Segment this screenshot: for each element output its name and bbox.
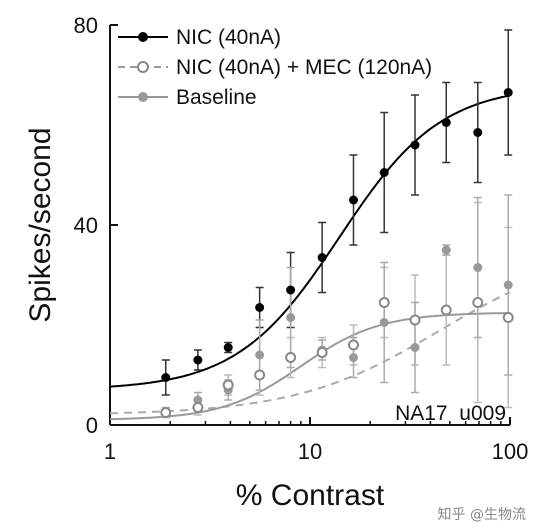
- data-point-series-2: [255, 350, 265, 360]
- data-point-series-1: [222, 379, 234, 391]
- fit-curves: [109, 94, 511, 421]
- data-point-series-0: [473, 128, 483, 137]
- legend-label-nic-mec: NIC (40nA) + MEC (120nA): [176, 56, 432, 79]
- data-point-series-0: [161, 373, 171, 382]
- data-point-series-1: [316, 347, 328, 358]
- legend-marker-nic: [138, 32, 148, 42]
- legend-label-baseline: Baseline: [176, 86, 257, 109]
- x-tick-label: 100: [492, 439, 529, 464]
- data-point-series-0: [348, 195, 358, 205]
- tick-marks: 0 40 80 1 10 100: [74, 13, 529, 464]
- legend-marker-nic-mec: [137, 61, 149, 73]
- x-tick-label: 10: [298, 439, 322, 464]
- y-axis-title: Spikes/second: [24, 127, 57, 322]
- fit-curve-0: [109, 94, 511, 388]
- data-point-series-2: [379, 318, 389, 327]
- legend: NIC (40nA) NIC (40nA) + MEC (120nA) Base…: [118, 26, 432, 109]
- fit-curve-1: [109, 291, 511, 415]
- data-point-series-1: [440, 304, 452, 316]
- data-point-series-2: [441, 245, 451, 255]
- data-point-series-1: [254, 369, 266, 381]
- data-point-series-0: [286, 285, 296, 295]
- data-point-series-0: [410, 140, 420, 150]
- data-point-series-1: [502, 312, 514, 323]
- x-tick-label: 1: [104, 439, 116, 464]
- x-axis-title: % Contrast: [236, 479, 385, 512]
- data-point-series-2: [348, 353, 358, 362]
- data-point-series-1: [285, 352, 297, 363]
- y-tick-label: 0: [86, 413, 98, 438]
- y-tick-label: 80: [74, 13, 98, 38]
- data-point-series-1: [192, 402, 204, 413]
- data-point-series-2: [503, 280, 513, 290]
- data-point-series-0: [379, 168, 389, 177]
- data-point-series-2: [410, 343, 420, 352]
- legend-marker-baseline: [138, 92, 148, 102]
- data-point-series-0: [441, 118, 451, 127]
- cell-id-annotation: NA17 u009: [395, 402, 506, 425]
- data-point-series-1: [160, 407, 172, 418]
- fit-curve-2: [109, 312, 511, 421]
- legend-label-nic: NIC (40nA): [176, 26, 281, 49]
- data-point-series-0: [503, 88, 513, 97]
- data-point-series-1: [472, 297, 484, 308]
- data-point-series-0: [255, 303, 265, 312]
- y-tick-label: 40: [74, 213, 98, 238]
- data-point-series-2: [473, 263, 483, 272]
- data-point-series-0: [317, 253, 327, 262]
- data-point-series-1: [378, 297, 390, 308]
- data-point-series-0: [193, 355, 203, 365]
- data-point-series-1: [409, 314, 421, 326]
- data-points: [160, 88, 514, 418]
- data-point-series-0: [223, 343, 233, 352]
- data-point-series-2: [193, 395, 203, 405]
- data-point-series-2: [286, 313, 296, 322]
- watermark: 知乎 @生物流: [438, 506, 526, 523]
- data-point-series-1: [347, 339, 359, 351]
